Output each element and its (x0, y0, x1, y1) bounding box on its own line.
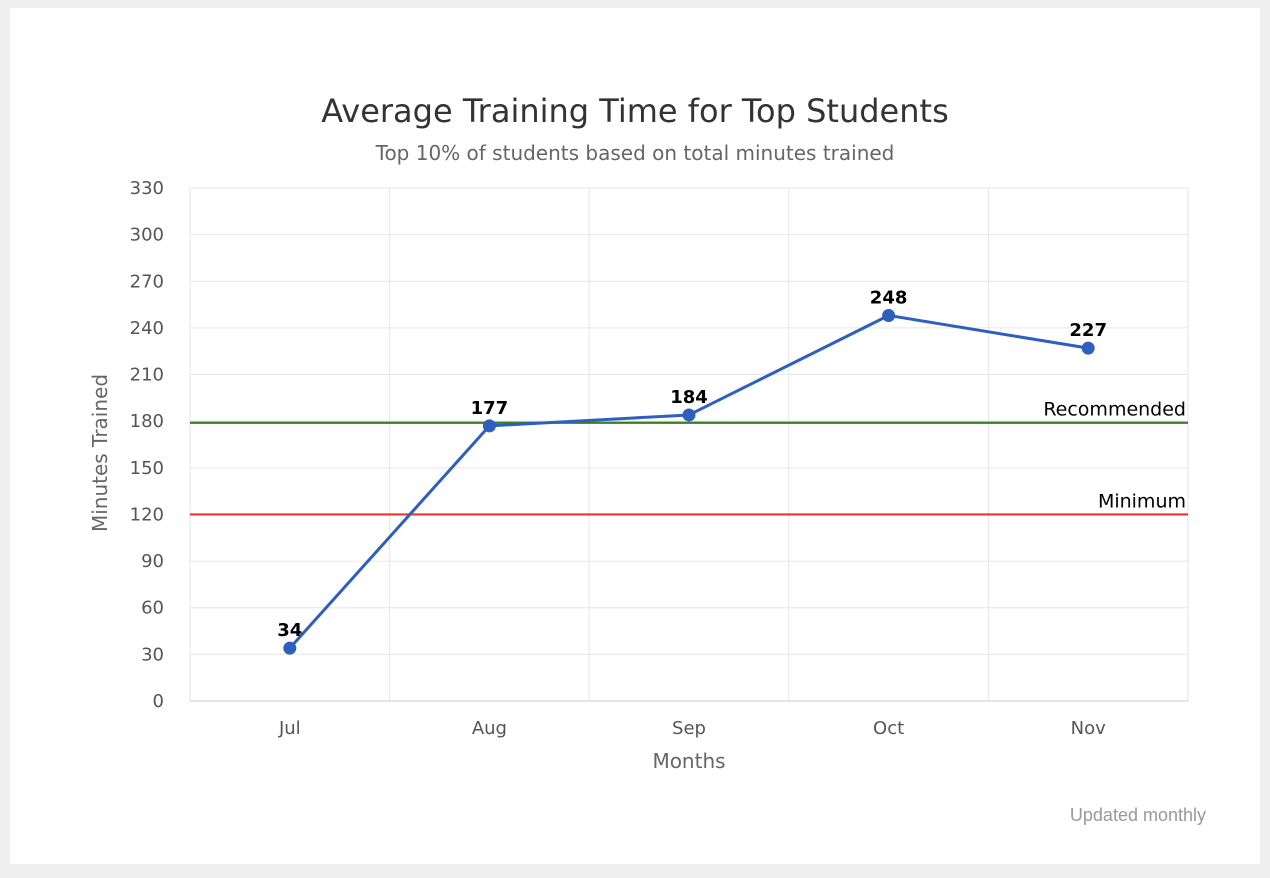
line-chart: Average Training Time for Top Students T… (88, 92, 1206, 825)
grid (189, 187, 1189, 702)
x-tick-label: Oct (873, 718, 904, 739)
data-point (682, 408, 696, 422)
reference-line-label: Minimum (1098, 490, 1186, 512)
y-tick-label: 270 (130, 271, 164, 292)
data-point (482, 419, 496, 433)
data-point (283, 641, 297, 655)
x-axis-ticks: Jul Aug Sep Oct Nov (278, 718, 1106, 739)
x-tick-label: Nov (1071, 718, 1106, 739)
x-axis-title: Months (652, 749, 725, 773)
y-tick-label: 90 (141, 551, 164, 572)
series (283, 308, 1095, 655)
chart-subtitle: Top 10% of students based on total minut… (375, 141, 895, 165)
data-label: 34 (277, 620, 302, 641)
chart-card: Average Training Time for Top Students T… (10, 8, 1260, 864)
y-tick-label: 240 (130, 318, 164, 339)
data-label: 227 (1069, 320, 1107, 341)
data-point (882, 308, 896, 322)
y-tick-label: 150 (130, 458, 164, 479)
x-tick-label: Aug (472, 718, 507, 739)
y-tick-label: 210 (130, 365, 164, 386)
y-axis-title: Minutes Trained (88, 374, 112, 532)
y-tick-label: 0 (153, 691, 164, 712)
series-line (288, 313, 1089, 650)
x-tick-label: Sep (672, 718, 706, 739)
y-tick-label: 30 (141, 644, 164, 665)
y-axis-ticks: 0 30 60 90 120 150 180 210 240 270 300 330 (130, 178, 164, 712)
y-tick-label: 120 (130, 504, 164, 525)
data-point (1081, 341, 1095, 355)
reference-line-label: Recommended (1043, 399, 1186, 421)
y-tick-label: 300 (130, 225, 164, 246)
data-label: 177 (471, 398, 509, 419)
data-label: 248 (870, 287, 908, 308)
reference-lines: Recommended Minimum (190, 399, 1188, 516)
credits-text: Updated monthly (1070, 805, 1206, 825)
data-label: 184 (670, 387, 708, 408)
x-tick-label: Jul (278, 718, 301, 739)
y-tick-label: 330 (130, 178, 164, 199)
y-tick-label: 180 (130, 411, 164, 432)
chart-title: Average Training Time for Top Students (321, 92, 948, 130)
y-tick-label: 60 (141, 598, 164, 619)
data-labels: 34 177 184 248 227 (277, 287, 1107, 641)
